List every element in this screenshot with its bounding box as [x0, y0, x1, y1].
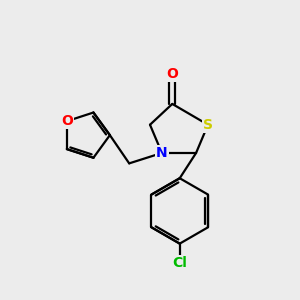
Text: O: O — [167, 67, 178, 81]
Text: S: S — [203, 118, 213, 132]
Text: N: N — [156, 146, 168, 160]
Text: Cl: Cl — [172, 256, 187, 270]
Text: O: O — [61, 114, 73, 128]
